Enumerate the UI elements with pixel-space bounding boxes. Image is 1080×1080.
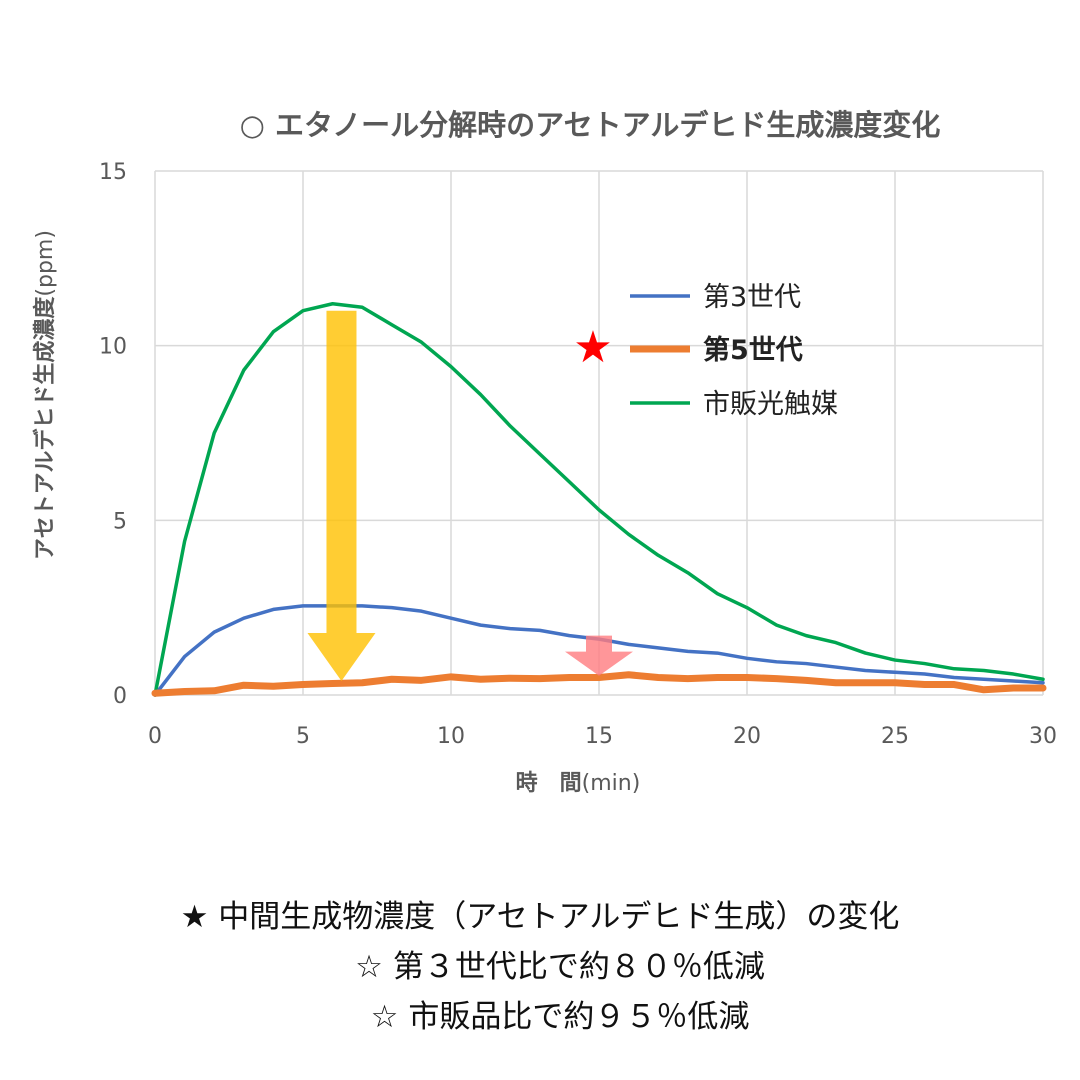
y-tick-label: 15 [99, 160, 127, 185]
x-tick-label: 0 [148, 724, 162, 749]
chart-title: ○ エタノール分解時のアセトアルデヒド生成濃度変化 [240, 108, 941, 142]
pink-down-arrow-icon [565, 635, 633, 676]
x-axis-label: 時 間(min) [516, 771, 641, 796]
x-tick-label: 15 [585, 724, 613, 749]
x-tick-label: 20 [733, 724, 761, 749]
y-tick-label: 0 [113, 684, 127, 709]
x-ticks: 0 5 10 15 20 25 30 [148, 724, 1057, 749]
y-tick-label: 10 [99, 335, 127, 360]
x-axis-unit: (min) [582, 771, 641, 796]
note-line-1: ★ 中間生成物濃度（アセトアルデヒド生成）の変化 [181, 899, 900, 935]
legend-label-2: 第5世代 [703, 334, 803, 366]
note-line-3: ☆ 市販品比で約９５％低減 [371, 999, 750, 1035]
y-ticks: 0 5 10 15 [99, 160, 127, 709]
x-tick-label: 25 [881, 724, 909, 749]
x-tick-label: 5 [296, 724, 310, 749]
y-axis-label-text: アセトアルデヒド生成濃度 [32, 296, 58, 560]
note-line-2: ☆ 第３世代比で約８０％低減 [355, 949, 765, 985]
arrows [307, 310, 633, 682]
legend-label-3: 市販光触媒 [703, 389, 838, 420]
highlight-star-icon: ★ [573, 322, 612, 373]
y-axis-unit: (ppm) [33, 230, 58, 297]
grid [154, 170, 1044, 696]
series-line-3 [153, 301, 1045, 697]
yellow-down-arrow-icon [307, 310, 376, 682]
y-axis-label: アセトアルデヒド生成濃度(ppm) [32, 230, 58, 560]
y-tick-label: 5 [113, 509, 127, 534]
x-axis-label-text: 時 間 [516, 771, 582, 796]
x-tick-label: 10 [437, 724, 465, 749]
legend-label-1: 第3世代 [703, 282, 801, 313]
series-line-2 [151, 671, 1047, 697]
x-tick-label: 30 [1029, 724, 1057, 749]
